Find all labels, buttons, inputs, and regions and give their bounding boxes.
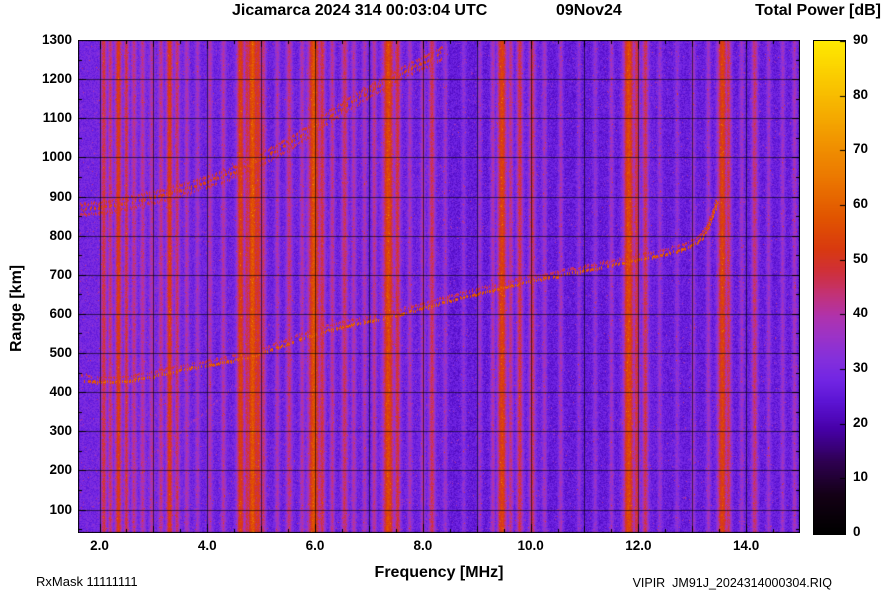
chart-title: Jicamarca 2024 314 00:03:04 UTC bbox=[232, 2, 488, 19]
colorbar-tick-label-40: 40 bbox=[853, 305, 869, 321]
y-tick-label-600: 600 bbox=[49, 305, 72, 321]
y-tick-label-1300: 1300 bbox=[41, 32, 72, 47]
y-tick-label-100: 100 bbox=[49, 501, 72, 517]
rxmask-annotation: RxMask 11111111 bbox=[36, 574, 138, 589]
ionogram-heatmap-canvas bbox=[78, 40, 800, 533]
x-axis-label: Frequency [MHz] bbox=[374, 564, 504, 581]
colorbar-canvas bbox=[814, 41, 845, 534]
y-tick-label-800: 800 bbox=[49, 227, 72, 243]
y-axis-label: Range [km] bbox=[8, 264, 25, 352]
y-tick-label-1200: 1200 bbox=[41, 71, 72, 87]
file-annotation: VIPIR JM91J_2024314000304.RIQ bbox=[632, 576, 832, 590]
y-tick-label-200: 200 bbox=[49, 462, 72, 478]
x-tick-label-12: 12.0 bbox=[625, 538, 652, 553]
colorbar-tick-label-50: 50 bbox=[853, 250, 869, 266]
colorbar-tick-label-60: 60 bbox=[853, 196, 869, 211]
y-tick-label-1100: 1100 bbox=[42, 110, 72, 126]
x-tick-label-6: 6.0 bbox=[305, 538, 325, 553]
colorbar-tick-label-70: 70 bbox=[853, 141, 869, 157]
y-tick-label-700: 700 bbox=[49, 266, 72, 282]
y-tick-label-1000: 1000 bbox=[41, 149, 72, 165]
colorbar bbox=[813, 40, 846, 535]
plot-area bbox=[78, 40, 800, 533]
x-tick-label-8: 8.0 bbox=[413, 538, 433, 553]
y-tick-label-500: 500 bbox=[49, 345, 72, 361]
x-tick-label-14: 14.0 bbox=[732, 538, 760, 553]
colorbar-tick-label-10: 10 bbox=[853, 469, 869, 485]
colorbar-label: Total Power [dB] bbox=[755, 2, 881, 19]
colorbar-tick-label-30: 30 bbox=[853, 360, 869, 375]
colorbar-tick-label-20: 20 bbox=[853, 414, 869, 430]
colorbar-tick-label-80: 80 bbox=[853, 86, 869, 102]
colorbar-tick-label-0: 0 bbox=[853, 524, 861, 539]
x-tick-label-2: 2.0 bbox=[90, 538, 109, 553]
y-tick-label-900: 900 bbox=[49, 188, 72, 204]
chart-date: 09Nov24 bbox=[556, 2, 622, 19]
colorbar-tick-label-90: 90 bbox=[853, 32, 869, 47]
x-tick-label-10: 10.0 bbox=[517, 538, 544, 553]
x-tick-label-4: 4.0 bbox=[197, 538, 217, 553]
y-tick-label-400: 400 bbox=[49, 384, 72, 400]
y-tick-label-300: 300 bbox=[49, 423, 72, 439]
